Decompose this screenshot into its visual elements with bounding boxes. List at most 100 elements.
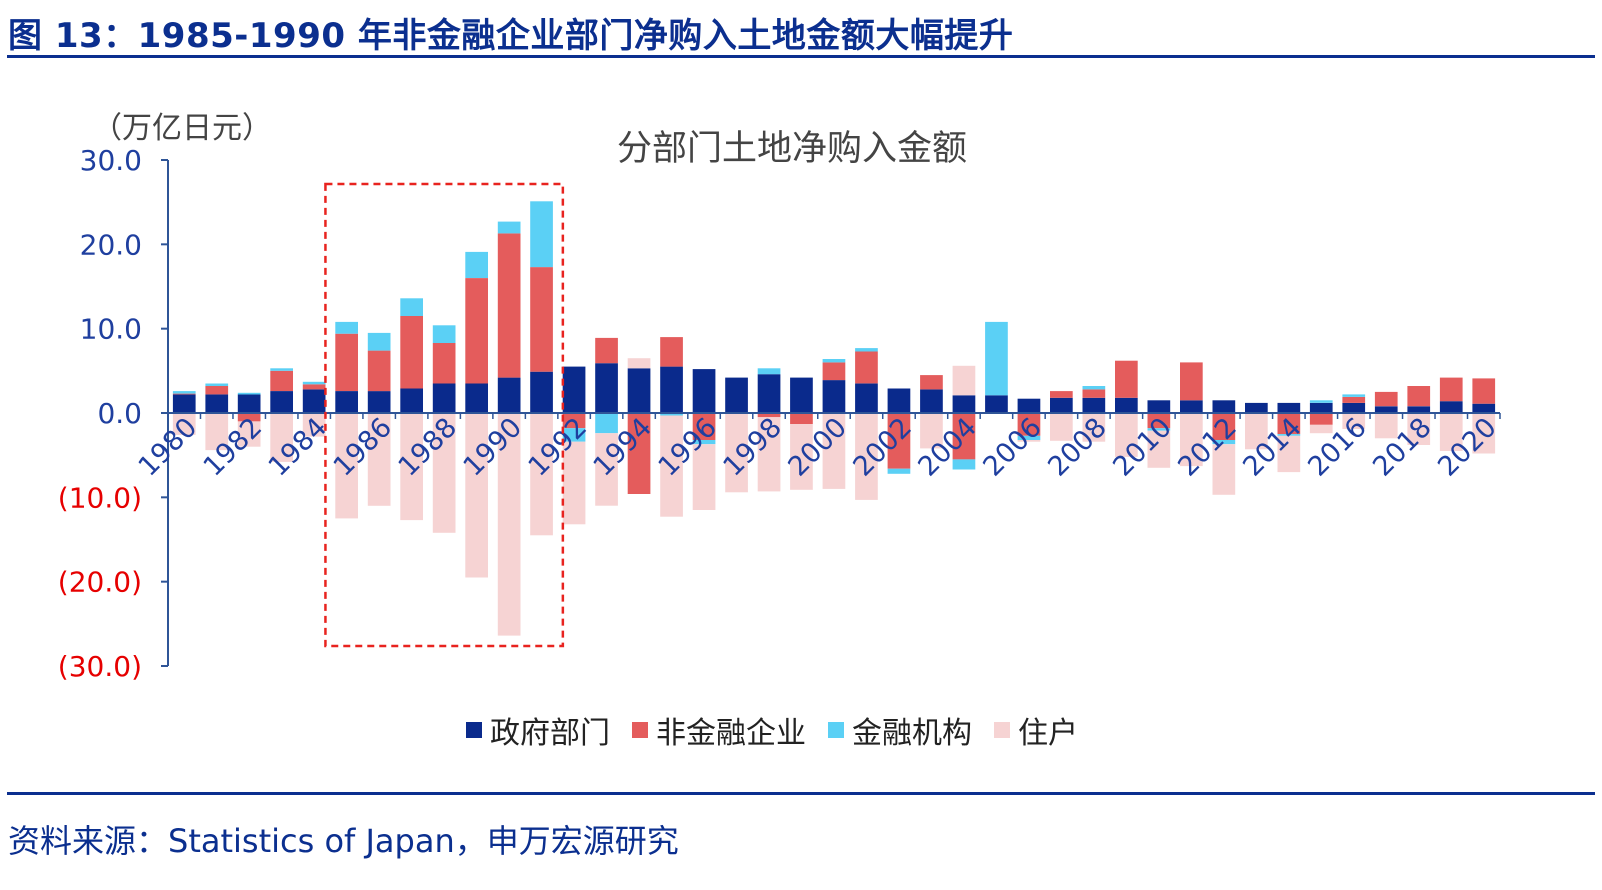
bar-nonfinancial-2009 [1115, 360, 1138, 398]
bar-household-1998 [757, 417, 781, 492]
bar-nonfinancial-1999 [790, 413, 813, 424]
bar-financial-1988 [432, 325, 456, 343]
legend-item-nonfinancial: 非金融企业 [632, 708, 806, 752]
bar-household-1999 [790, 424, 813, 490]
bar-nonfinancial-1992 [562, 413, 586, 429]
bar-household-1988 [432, 413, 456, 533]
bar-financial-1981 [205, 383, 229, 386]
bar-nonfinancial-1989 [465, 278, 488, 384]
bar-government-2018 [1407, 406, 1431, 413]
y-tick-label: (30.0) [58, 650, 142, 683]
legend-item-financial: 金融机构 [828, 708, 972, 752]
bar-household-2003 [920, 413, 943, 449]
bar-government-2007 [1050, 397, 1073, 413]
bar-financial-2006 [1017, 435, 1041, 440]
bar-financial-2016 [1342, 394, 1366, 397]
bar-nonfinancial-2019 [1439, 377, 1463, 402]
bar-government-1994 [627, 368, 651, 413]
bar-financial-2012 [1212, 440, 1236, 445]
legend-swatch-government [466, 722, 482, 738]
bar-financial-1989 [465, 251, 488, 278]
bar-financial-2000 [822, 359, 846, 363]
bar-government-2002 [887, 388, 911, 413]
source-note: 资料来源：Statistics of Japan，申万宏源研究 [8, 822, 679, 860]
bar-household-1993 [595, 433, 618, 506]
bar-household-1985 [335, 413, 358, 519]
highlight-layer [324, 182, 565, 648]
bar-government-2013 [1245, 402, 1268, 413]
bar-household-2018 [1407, 413, 1431, 445]
bar-nonfinancial-2020 [1472, 378, 1496, 404]
bar-nonfinancial-2003 [920, 375, 943, 390]
y-tick-label: 0.0 [97, 397, 142, 430]
bar-nonfinancial-2008 [1082, 389, 1106, 398]
bar-household-2015 [1309, 424, 1333, 434]
bar-government-2005 [985, 395, 1008, 413]
legend-item-household: 住户 [994, 708, 1078, 752]
bar-nonfinancial-1988 [432, 343, 456, 384]
bar-financial-1991 [530, 201, 553, 268]
bar-household-2007 [1050, 413, 1073, 441]
bar-nonfinancial-1986 [367, 350, 391, 392]
bar-household-1991 [530, 413, 553, 536]
bar-nonfinancial-2015 [1309, 413, 1333, 425]
bar-household-2000 [822, 413, 846, 489]
bar-financial-2002 [887, 468, 911, 474]
bar-nonfinancial-2004 [952, 413, 976, 460]
bar-financial-1982 [237, 392, 261, 395]
bar-nonfinancial-1995 [660, 337, 683, 367]
bar-nonfinancial-1993 [595, 337, 618, 364]
bar-government-2012 [1212, 400, 1236, 413]
bar-nonfinancial-1982 [237, 413, 261, 422]
bar-government-2016 [1342, 402, 1366, 413]
bar-household-1992 [562, 441, 586, 525]
top-rule [7, 55, 1595, 58]
bar-household-2012 [1212, 444, 1236, 495]
bar-household-2004 [952, 365, 976, 396]
bars-layer [172, 201, 1496, 636]
bar-government-2003 [920, 389, 943, 413]
axes-layer: 30.020.010.00.0(10.0)(20.0)(30.0)1980198… [58, 144, 1503, 683]
bar-nonfinancial-2016 [1342, 397, 1366, 403]
bar-household-1994 [627, 358, 651, 369]
bar-nonfinancial-1996 [692, 413, 716, 440]
bar-household-2006 [1017, 440, 1041, 442]
bar-financial-2010 [1147, 428, 1171, 431]
bar-financial-1993 [595, 413, 618, 434]
bar-nonfinancial-1983 [270, 370, 293, 391]
bar-government-1980 [172, 394, 196, 413]
bar-household-2017 [1374, 413, 1398, 439]
bar-household-2020 [1472, 413, 1496, 454]
bar-nonfinancial-1991 [530, 267, 553, 372]
bar-household-2008 [1082, 413, 1106, 442]
bar-household-2016 [1342, 413, 1366, 429]
bar-financial-1992 [562, 428, 586, 442]
bar-financial-2001 [855, 348, 878, 352]
bar-government-1984 [302, 389, 326, 413]
bar-government-2008 [1082, 397, 1106, 413]
bar-government-1991 [530, 371, 553, 413]
bar-household-1989 [465, 413, 488, 578]
bar-government-1981 [205, 394, 229, 413]
bar-government-2011 [1180, 400, 1203, 413]
bar-household-1990 [497, 413, 521, 636]
bar-financial-1986 [367, 332, 391, 351]
legend-label-financial: 金融机构 [852, 716, 972, 751]
bar-nonfinancial-1984 [302, 384, 326, 390]
y-tick-label: (10.0) [58, 481, 142, 514]
bar-financial-2004 [952, 459, 976, 470]
bar-financial-1998 [757, 368, 781, 375]
bar-nonfinancial-2007 [1050, 391, 1073, 398]
bar-nonfinancial-2010 [1147, 413, 1171, 429]
bar-nonfinancial-2018 [1407, 386, 1431, 407]
bar-nonfinancial-2002 [887, 413, 911, 469]
bar-nonfinancial-1998 [757, 413, 781, 418]
y-axis-unit-label: （万亿日元） [92, 111, 272, 146]
bar-household-2010 [1147, 430, 1171, 468]
y-tick-label: 20.0 [80, 228, 142, 261]
legend-label-nonfinancial: 非金融企业 [656, 716, 806, 751]
bar-government-1993 [595, 363, 618, 413]
bar-household-2009 [1115, 413, 1138, 457]
bar-household-1996 [692, 444, 716, 510]
bar-household-1982 [237, 421, 261, 447]
